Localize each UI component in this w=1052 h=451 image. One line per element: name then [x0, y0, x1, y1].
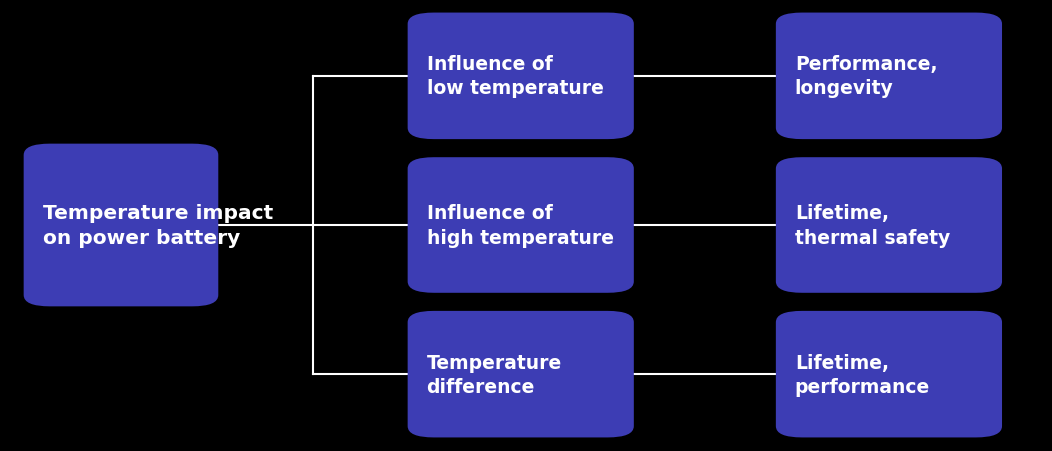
FancyBboxPatch shape: [775, 14, 1002, 140]
Text: Performance,
longevity: Performance, longevity: [795, 55, 937, 98]
FancyBboxPatch shape: [24, 144, 219, 307]
FancyBboxPatch shape: [775, 158, 1002, 293]
Text: Temperature impact
on power battery: Temperature impact on power battery: [43, 204, 272, 247]
Text: Lifetime,
thermal safety: Lifetime, thermal safety: [795, 204, 950, 247]
Text: Lifetime,
performance: Lifetime, performance: [795, 353, 930, 396]
Text: Temperature
difference: Temperature difference: [427, 353, 562, 396]
FancyBboxPatch shape: [408, 311, 633, 437]
FancyBboxPatch shape: [408, 14, 633, 140]
Text: Influence of
high temperature: Influence of high temperature: [427, 204, 613, 247]
Text: Influence of
low temperature: Influence of low temperature: [427, 55, 604, 98]
FancyBboxPatch shape: [408, 158, 633, 293]
FancyBboxPatch shape: [775, 311, 1002, 437]
